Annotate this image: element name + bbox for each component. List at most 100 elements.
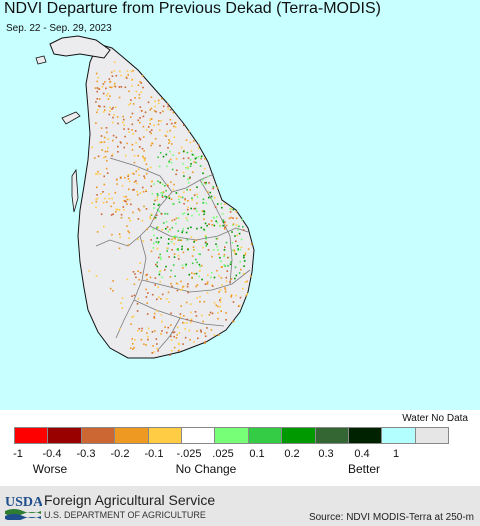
ndvi-pixel	[213, 302, 216, 304]
swatch-neg03-neg02	[114, 427, 149, 444]
ndvi-pixel	[177, 236, 180, 239]
ndvi-pixel	[183, 175, 185, 177]
ndvi-pixel	[212, 186, 215, 188]
ndvi-pixel	[206, 281, 209, 283]
ndvi-pixel	[181, 288, 184, 291]
ndvi-pixel	[139, 146, 141, 148]
ndvi-pixel	[146, 313, 149, 315]
ndvi-pixel	[188, 329, 191, 332]
ndvi-pixel	[139, 81, 142, 83]
ndvi-pixel	[189, 338, 191, 341]
ndvi-pixel	[126, 225, 128, 227]
ndvi-pixel	[200, 264, 203, 267]
ndvi-pixel	[159, 270, 162, 272]
ndvi-pixel	[132, 189, 134, 191]
ndvi-pixel	[134, 97, 136, 99]
ndvi-pixel	[212, 187, 214, 190]
ndvi-pixel	[230, 278, 233, 280]
ndvi-pixel	[191, 276, 193, 279]
ndvi-pixel	[189, 159, 192, 161]
ndvi-pixel	[128, 131, 130, 133]
ndvi-pixel	[104, 109, 106, 111]
ndvi-pixel	[173, 335, 175, 338]
ndvi-pixel	[170, 181, 172, 183]
ndvi-pixel	[173, 136, 176, 138]
ndvi-pixel	[119, 236, 121, 238]
ndvi-pixel	[215, 237, 218, 240]
ndvi-pixel	[157, 102, 160, 105]
ndvi-pixel	[145, 172, 148, 175]
ndvi-pixel	[200, 157, 202, 160]
ndvi-pixel	[126, 278, 129, 281]
ndvi-pixel	[106, 172, 109, 174]
ndvi-pixel	[167, 326, 170, 329]
ndvi-pixel	[157, 156, 159, 159]
ndvi-pixel	[250, 243, 253, 246]
ndvi-pixel	[151, 331, 154, 333]
ndvi-pixel	[161, 276, 163, 279]
ndvi-pixel	[173, 346, 176, 349]
ndvi-pixel	[161, 330, 163, 332]
ndvi-pixel	[204, 335, 207, 337]
usda-logo: USDA	[5, 495, 42, 520]
ndvi-pixel	[176, 289, 179, 292]
ndvi-pixel	[137, 298, 140, 300]
ndvi-pixel	[160, 332, 162, 335]
ndvi-pixel	[118, 86, 121, 88]
ndvi-pixel	[225, 241, 228, 244]
ndvi-pixel	[97, 76, 99, 79]
footer: USDA Foreign Agricultural Service U.S. D…	[0, 486, 480, 526]
ndvi-pixel	[199, 300, 201, 303]
ndvi-pixel	[218, 253, 220, 255]
ndvi-pixel	[176, 326, 179, 329]
ndvi-pixel	[190, 207, 192, 210]
ndvi-pixel	[191, 214, 193, 217]
ndvi-pixel	[158, 120, 160, 122]
category-better: Better	[347, 462, 381, 476]
ndvi-pixel	[108, 78, 111, 80]
ndvi-pixel	[158, 165, 161, 168]
ndvi-pixel	[149, 216, 151, 218]
ndvi-pixel	[244, 253, 247, 256]
ndvi-pixel	[222, 224, 224, 227]
ndvi-pixel	[110, 205, 113, 208]
ndvi-pixel	[196, 284, 199, 286]
ndvi-pixel	[131, 295, 133, 297]
ndvi-pixel	[242, 226, 244, 228]
ndvi-pixel	[153, 351, 155, 353]
ndvi-pixel	[118, 233, 121, 235]
ndvi-pixel	[185, 301, 188, 304]
ndvi-pixel	[143, 343, 145, 345]
ndvi-pixel	[161, 194, 164, 197]
water-no-data-label: Water No Data	[402, 413, 468, 424]
ndvi-pixel	[113, 202, 115, 204]
ndvi-pixel	[168, 142, 170, 144]
ndvi-pixel	[121, 297, 124, 299]
ndvi-pixel	[181, 248, 183, 250]
ndvi-pixel	[169, 276, 172, 278]
ndvi-pixel	[166, 123, 168, 125]
ndvi-pixel	[205, 241, 207, 243]
ndvi-pixel	[94, 157, 96, 159]
tick-label: 0.3	[318, 448, 334, 460]
ndvi-pixel	[157, 194, 159, 197]
ndvi-pixel	[171, 238, 173, 241]
ndvi-pixel	[112, 280, 114, 282]
ndvi-pixel	[181, 231, 183, 234]
ndvi-pixel	[117, 151, 119, 153]
ndvi-pixel	[153, 217, 155, 220]
ndvi-pixel	[208, 314, 211, 316]
ndvi-pixel	[223, 249, 226, 251]
ndvi-pixel	[143, 159, 146, 162]
ndvi-pixel	[217, 312, 219, 314]
ndvi-pixel	[165, 265, 167, 268]
ndvi-pixel	[232, 208, 235, 211]
ndvi-pixel	[187, 213, 189, 216]
mannar-island	[61, 111, 81, 125]
ndvi-pixel	[118, 209, 121, 211]
swatch-no-data	[414, 427, 450, 444]
ndvi-pixel	[137, 270, 139, 272]
ndvi-pixel	[170, 335, 172, 338]
ndvi-pixel	[156, 343, 158, 345]
ndvi-pixel	[216, 221, 219, 224]
